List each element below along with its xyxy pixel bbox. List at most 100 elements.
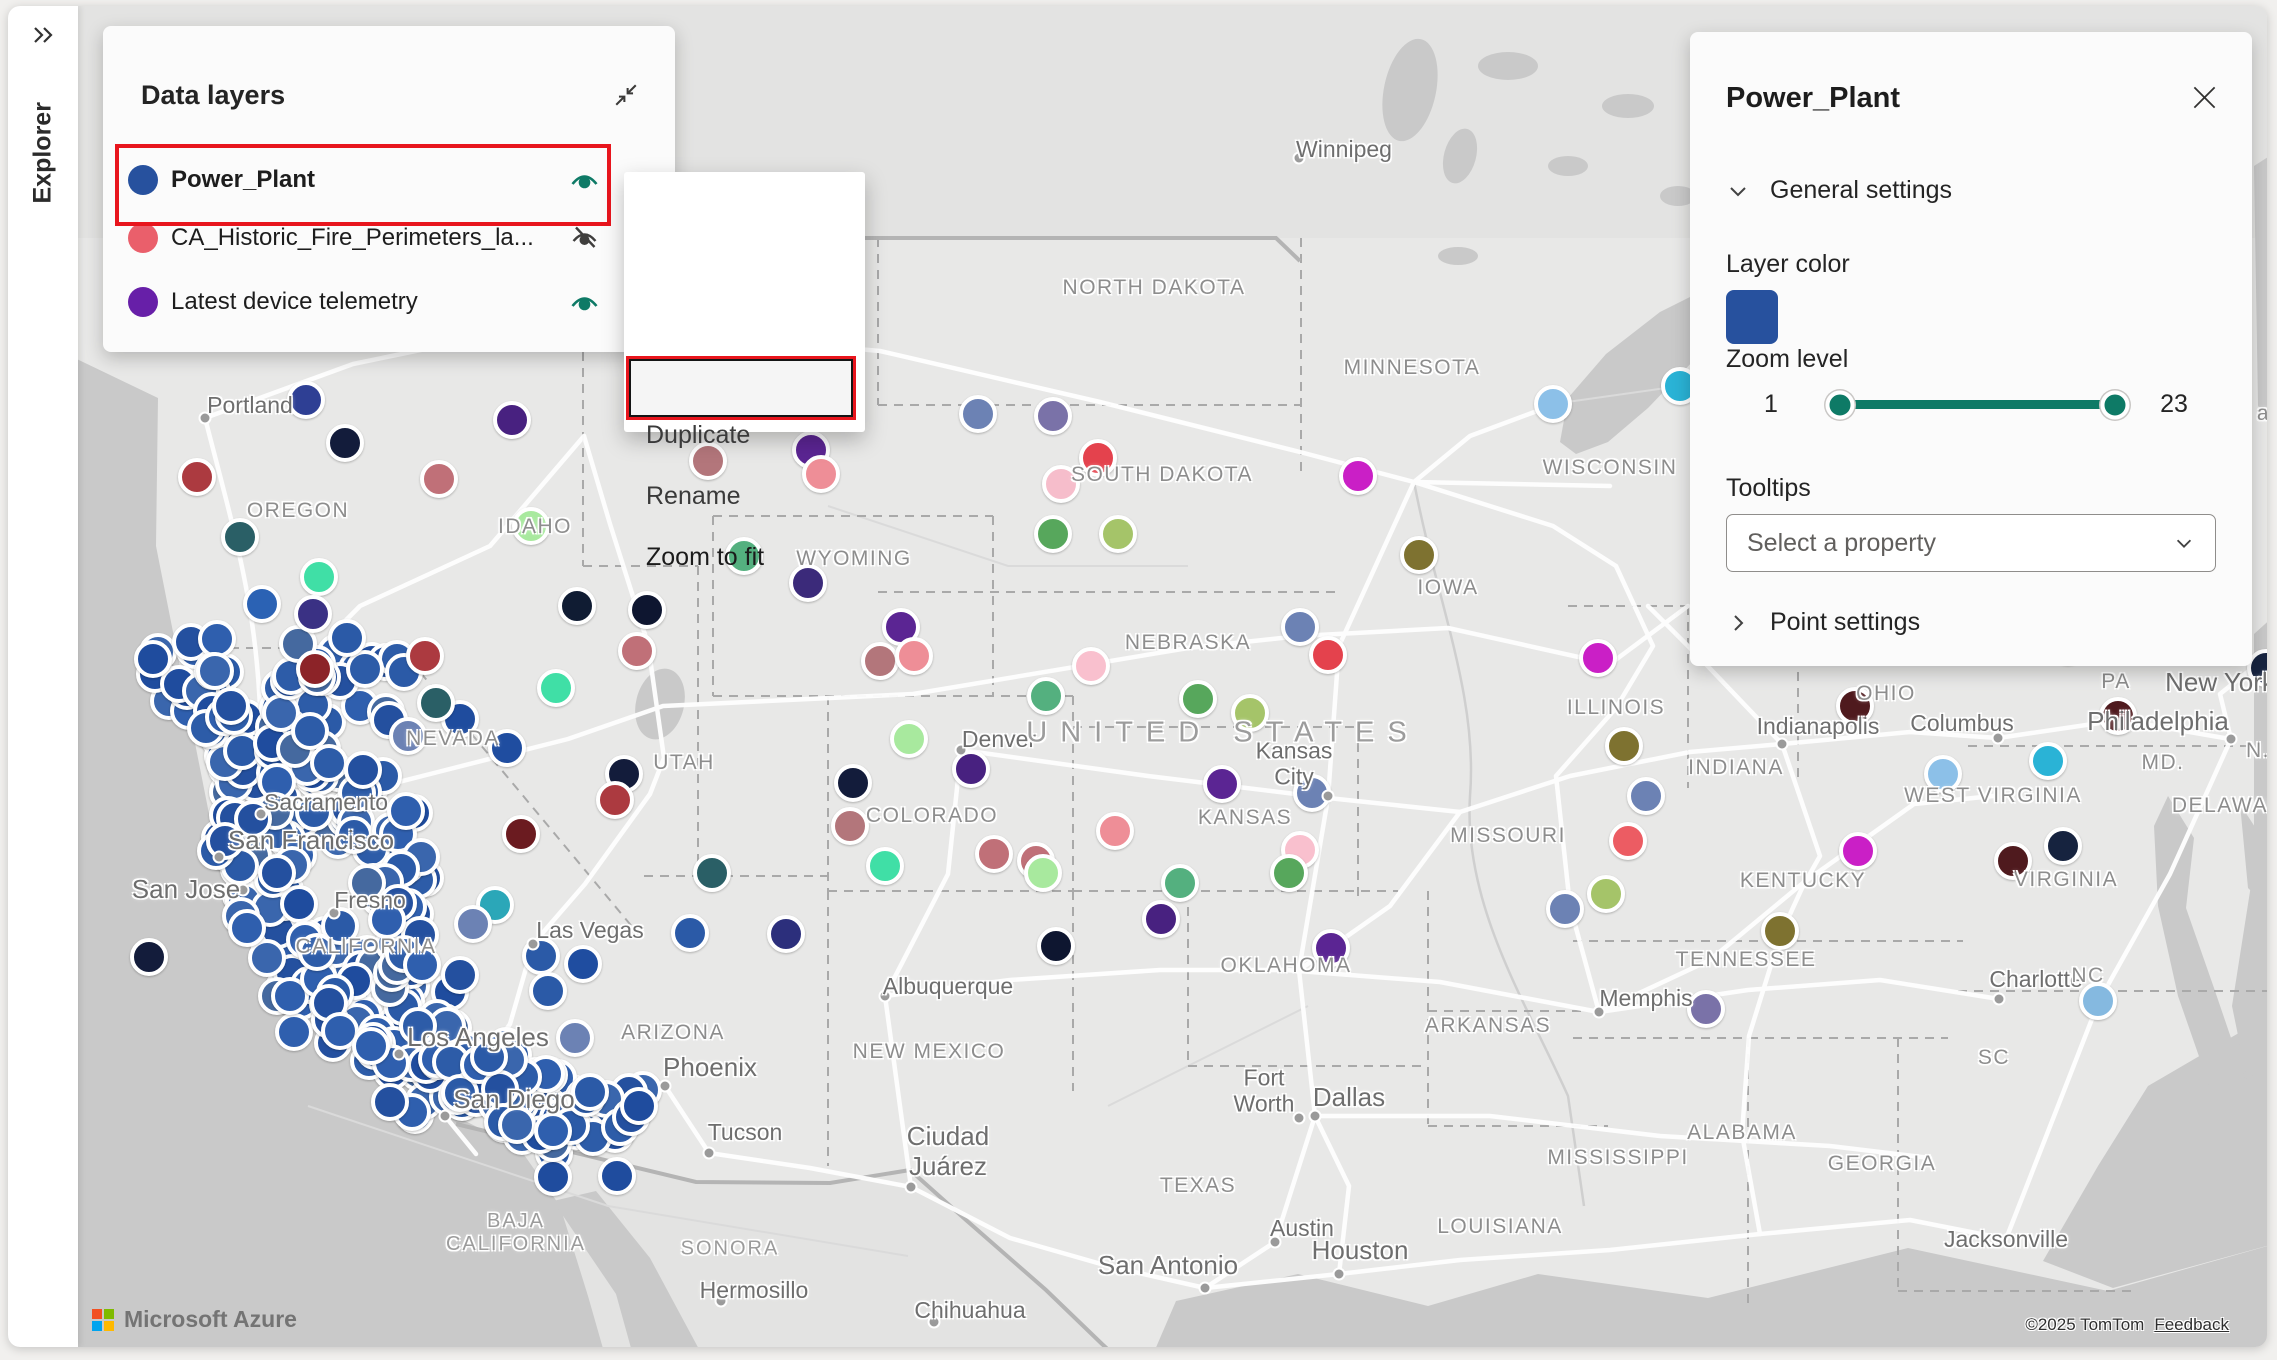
city-marker bbox=[236, 883, 250, 897]
map-data-point bbox=[1161, 864, 1199, 902]
microsoft-logo-icon bbox=[92, 1308, 114, 1331]
map-data-point bbox=[178, 458, 216, 496]
layer-color-label: Layer color bbox=[1726, 250, 1850, 278]
city-marker bbox=[526, 937, 540, 951]
city-marker bbox=[954, 743, 968, 757]
map-data-point bbox=[417, 684, 455, 722]
menu-item-rename[interactable]: Rename bbox=[646, 481, 741, 510]
map-data-point bbox=[1836, 687, 1874, 725]
map-data-point bbox=[2044, 827, 2082, 865]
general-settings-label: General settings bbox=[1770, 176, 1953, 204]
map-data-point bbox=[280, 884, 319, 923]
map-data-point bbox=[386, 792, 425, 831]
explorer-sidebar: Explorer bbox=[8, 6, 78, 1347]
map-data-point bbox=[1609, 822, 1647, 860]
map-data-point bbox=[488, 729, 526, 767]
azure-logo-text: Microsoft Azure bbox=[124, 1306, 297, 1332]
city-marker bbox=[1775, 737, 1789, 751]
zoom-max-value: 23 bbox=[2160, 390, 2188, 418]
map-data-point bbox=[2247, 649, 2267, 687]
city-marker bbox=[327, 906, 341, 920]
map-data-point bbox=[596, 781, 634, 819]
map-data-point bbox=[1231, 694, 1269, 732]
map-data-point bbox=[831, 807, 869, 845]
slider-handle-min[interactable] bbox=[1825, 390, 1855, 419]
map-data-point bbox=[1687, 990, 1725, 1028]
map-data-point bbox=[347, 864, 386, 903]
tooltips-property-select[interactable]: Select a property bbox=[1726, 514, 2216, 572]
city-marker bbox=[1321, 789, 1335, 803]
slider-handle-max[interactable] bbox=[2100, 390, 2130, 419]
map-data-point bbox=[257, 854, 296, 893]
city-marker bbox=[1292, 151, 1306, 165]
map-data-point bbox=[1034, 515, 1072, 553]
map-data-point bbox=[327, 619, 366, 658]
map-data-point bbox=[789, 564, 827, 602]
layer-row-1[interactable]: Power_Plant bbox=[103, 144, 675, 216]
layer-row-2[interactable]: CA_Historic_Fire_Perimeters_la... bbox=[103, 209, 675, 267]
map-data-point bbox=[221, 518, 259, 556]
map-data-point bbox=[368, 901, 407, 940]
map-data-point bbox=[556, 1019, 594, 1057]
map-data-point bbox=[211, 687, 250, 726]
map-data-point bbox=[441, 1073, 480, 1112]
visibility-on-icon[interactable] bbox=[569, 167, 600, 193]
map-data-point bbox=[975, 835, 1013, 873]
map-data-point bbox=[1579, 639, 1617, 677]
layer-color-swatch[interactable] bbox=[1726, 290, 1778, 344]
layer-color-dot bbox=[128, 223, 158, 253]
map-data-point bbox=[287, 381, 325, 419]
map-data-point bbox=[1072, 647, 1110, 685]
map-data-point bbox=[346, 649, 385, 688]
map-data-point bbox=[296, 650, 334, 688]
city-marker bbox=[878, 989, 892, 1003]
map-data-point bbox=[1627, 777, 1665, 815]
map-data-point bbox=[1605, 727, 1643, 765]
point-settings-header[interactable]: Point settings bbox=[1726, 608, 1920, 637]
menu-item-duplicate[interactable]: Duplicate bbox=[646, 420, 751, 449]
map-data-point bbox=[493, 401, 531, 439]
map-data-point bbox=[537, 669, 575, 707]
feedback-link[interactable]: Feedback bbox=[2154, 1315, 2229, 1334]
chevron-down-icon bbox=[1730, 186, 1746, 196]
map-data-point bbox=[1042, 465, 1080, 503]
map-data-point bbox=[498, 1105, 536, 1144]
expand-sidebar-icon[interactable] bbox=[32, 24, 56, 46]
app-window: Winnipeg NORTH DAKOTA MINNESOTA SOUTH DAKOT… bbox=[8, 6, 2267, 1347]
menu-item-delete[interactable]: Delete bbox=[646, 360, 719, 389]
map-data-point bbox=[1587, 875, 1625, 913]
map-attribution: ©2025 TomTom Feedback bbox=[2025, 1315, 2229, 1335]
collapse-panel-icon[interactable] bbox=[613, 82, 639, 108]
close-icon[interactable] bbox=[2191, 84, 2218, 111]
map-data-point bbox=[895, 637, 933, 675]
map-data-point bbox=[326, 424, 364, 462]
map-data-point bbox=[619, 1086, 658, 1125]
zoom-level-label: Zoom level bbox=[1726, 345, 1849, 373]
map-data-point bbox=[1400, 536, 1438, 574]
city-marker bbox=[927, 1315, 941, 1329]
map-data-point bbox=[671, 914, 709, 952]
map-data-point bbox=[725, 537, 763, 575]
map-data-point bbox=[1096, 812, 1134, 850]
city-marker bbox=[702, 1146, 716, 1160]
city-marker bbox=[1308, 1109, 1322, 1123]
map-data-point bbox=[1534, 385, 1572, 423]
map-data-point bbox=[1027, 677, 1065, 715]
map-data-point bbox=[1024, 854, 1062, 892]
map-data-point bbox=[420, 460, 458, 498]
tooltips-label: Tooltips bbox=[1726, 474, 1811, 502]
map-data-point bbox=[1142, 900, 1180, 938]
layer-settings-panel: Power_Plant General settings Layer color… bbox=[1690, 32, 2252, 666]
city-marker bbox=[1991, 731, 2005, 745]
map-data-point bbox=[295, 792, 334, 831]
map-data-point bbox=[389, 717, 427, 755]
city-marker bbox=[904, 1180, 918, 1194]
city-marker bbox=[2224, 732, 2238, 746]
layer-row-3[interactable]: Latest device telemetry bbox=[103, 268, 675, 336]
visibility-off-icon[interactable] bbox=[569, 225, 600, 251]
general-settings-header[interactable]: General settings bbox=[1726, 176, 1952, 205]
slider-track[interactable] bbox=[1825, 390, 2130, 419]
menu-item-zoom-to-fit[interactable]: Zoom to fit bbox=[646, 542, 765, 571]
map-data-point bbox=[398, 1006, 437, 1045]
visibility-on-icon[interactable] bbox=[569, 289, 600, 315]
